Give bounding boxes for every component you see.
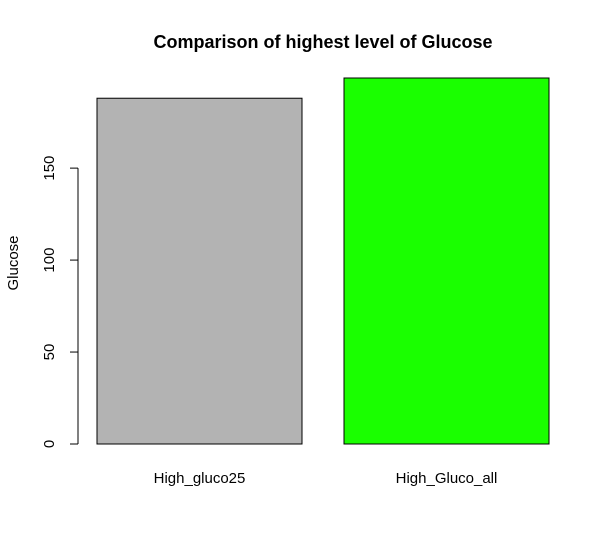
- x-axis-labels: High_gluco25 High_Gluco_all: [154, 470, 498, 487]
- y-tick-label: 50: [41, 344, 58, 361]
- y-tick-label: 0: [41, 440, 58, 448]
- x-category-label: High_Gluco_all: [396, 470, 498, 487]
- chart-title: Comparison of highest level of Glucose: [153, 32, 492, 52]
- y-tick-label: 100: [41, 248, 58, 273]
- y-axis: 0 50 100 150: [41, 156, 79, 448]
- bars: [96, 77, 550, 445]
- x-category-label: High_gluco25: [154, 470, 246, 487]
- y-tick-label: 150: [41, 156, 58, 181]
- y-axis-label: Glucose: [5, 235, 22, 290]
- bar-high-gluco25: [96, 97, 303, 445]
- bar-high-gluco-all: [343, 77, 550, 445]
